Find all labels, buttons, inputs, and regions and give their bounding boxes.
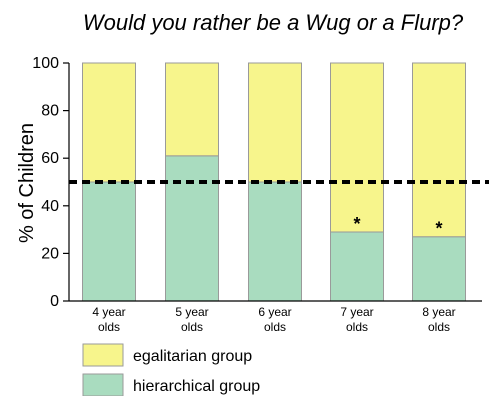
x-tick-label: 4 year [92, 305, 125, 319]
x-tick-label: 7 year [340, 305, 373, 319]
x-tick-label: 5 year [175, 305, 208, 319]
y-tick-label: 60 [41, 150, 59, 167]
x-tick-label: 6 year [258, 305, 291, 319]
x-tick-label: olds [428, 320, 450, 334]
bar-segment-egalitarian [330, 62, 384, 233]
significance-marker: * [353, 214, 360, 234]
y-tick-label: 80 [41, 103, 59, 120]
legend-label: egalitarian group [133, 348, 252, 365]
bar-segment-egalitarian [165, 62, 219, 157]
bar-segment-hierarchical [165, 155, 219, 302]
significance-marker: * [435, 219, 442, 239]
x-tick-label: olds [264, 320, 286, 334]
bar-segment-egalitarian [248, 62, 302, 183]
bar-segment-hierarchical [82, 181, 136, 302]
bar-segment-hierarchical [248, 181, 302, 302]
y-axis-ticks: 0 20 40 60 80 100 [32, 55, 69, 310]
y-tick-label: 40 [41, 198, 59, 215]
y-tick-label: 0 [50, 293, 59, 310]
bar-segment-hierarchical [330, 231, 384, 302]
y-axis-label: % of Children [16, 123, 38, 243]
legend-swatch [82, 373, 124, 396]
bar-segment-egalitarian [82, 62, 136, 183]
legend: egalitarian group hierarchical group [82, 343, 260, 396]
y-tick-label: 100 [32, 55, 59, 72]
significance-markers: * * [353, 214, 442, 239]
bar-segment-egalitarian [412, 62, 466, 238]
bar-segment-hierarchical [412, 236, 466, 302]
x-tick-label: olds [181, 320, 203, 334]
y-tick-label: 20 [41, 245, 59, 262]
legend-swatch [82, 343, 124, 367]
chart-title: Would you rather be a Wug or a Flurp? [83, 10, 464, 35]
x-tick-label: olds [98, 320, 120, 334]
legend-label: hierarchical group [133, 378, 260, 395]
x-tick-label: 8 year [422, 305, 455, 319]
x-tick-label: olds [346, 320, 368, 334]
